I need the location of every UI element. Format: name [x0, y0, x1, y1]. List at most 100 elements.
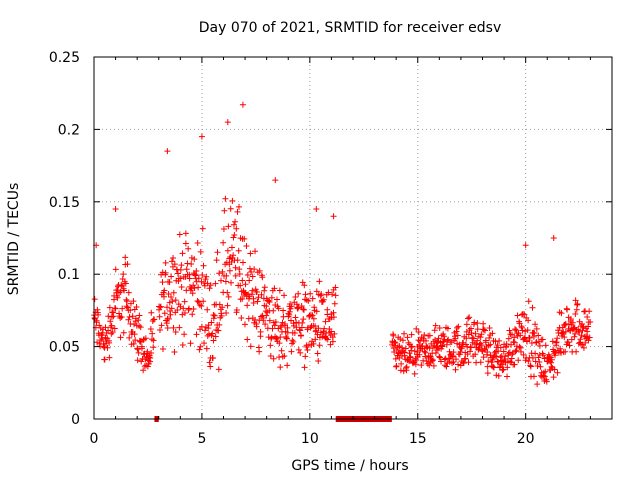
data-point	[212, 280, 219, 287]
data-point	[529, 304, 536, 311]
data-point	[170, 289, 177, 296]
data-point	[548, 363, 555, 370]
data-point	[185, 245, 192, 252]
data-point	[225, 223, 232, 230]
data-point	[408, 343, 415, 350]
data-point	[586, 334, 593, 341]
data-point	[111, 325, 118, 332]
data-point	[305, 297, 312, 304]
data-point	[150, 344, 157, 351]
data-point	[486, 324, 493, 331]
data-point	[106, 339, 113, 346]
data-point	[232, 272, 239, 279]
data-point	[324, 336, 331, 343]
data-point	[525, 298, 532, 305]
data-point	[144, 363, 151, 370]
data-point	[148, 309, 155, 316]
data-point	[392, 340, 399, 347]
data-point	[300, 306, 307, 313]
data-point	[525, 317, 532, 324]
data-point	[474, 320, 481, 327]
data-point	[125, 289, 132, 296]
data-point	[292, 293, 299, 300]
data-point	[256, 267, 263, 274]
data-point	[400, 348, 407, 355]
data-point	[204, 280, 211, 287]
data-point	[582, 339, 589, 346]
data-point	[423, 358, 430, 365]
data-point	[209, 330, 216, 337]
data-point	[315, 357, 322, 364]
data-point	[159, 279, 166, 286]
data-point	[179, 311, 186, 318]
data-point	[391, 338, 398, 345]
data-point	[519, 327, 526, 334]
data-point	[536, 359, 543, 366]
data-point	[449, 353, 456, 360]
data-point	[236, 203, 243, 210]
data-point	[585, 323, 592, 330]
data-point	[193, 267, 200, 274]
data-point	[209, 355, 216, 362]
data-point	[130, 340, 137, 347]
data-point	[568, 336, 575, 343]
y-tick-label: 0.1	[58, 267, 80, 283]
data-point	[512, 326, 519, 333]
data-point	[282, 321, 289, 328]
data-point	[198, 303, 205, 310]
data-point	[140, 367, 147, 374]
data-point	[131, 331, 138, 338]
data-point	[283, 335, 290, 342]
data-point	[230, 221, 237, 228]
data-point	[246, 277, 253, 284]
data-point	[484, 348, 491, 355]
data-point	[91, 296, 98, 303]
data-point	[131, 321, 138, 328]
data-point	[118, 281, 125, 288]
data-point	[134, 357, 141, 364]
data-point	[580, 344, 587, 351]
data-point	[162, 259, 169, 266]
data-point	[496, 337, 503, 344]
data-point	[573, 348, 580, 355]
data-point	[241, 321, 248, 328]
data-point	[241, 289, 248, 296]
data-point	[284, 362, 291, 369]
data-point	[529, 354, 536, 361]
data-point	[422, 337, 429, 344]
data-point	[402, 345, 409, 352]
data-point	[570, 325, 577, 332]
data-point	[565, 339, 572, 346]
data-point	[474, 326, 481, 333]
data-point	[401, 330, 408, 337]
data-point	[247, 343, 254, 350]
data-point	[406, 358, 413, 365]
data-point	[534, 363, 541, 370]
data-point	[232, 264, 239, 271]
data-point	[324, 306, 331, 313]
data-point	[587, 318, 594, 325]
data-point	[160, 293, 167, 300]
data-point	[135, 349, 142, 356]
data-point	[258, 291, 265, 298]
data-point	[398, 360, 405, 367]
chart-title: Day 070 of 2021, SRMTID for receiver eds…	[199, 20, 502, 36]
data-point	[181, 331, 188, 338]
data-point	[225, 293, 232, 300]
data-point	[561, 334, 568, 341]
data-point	[216, 270, 223, 277]
data-point	[279, 353, 286, 360]
data-point	[195, 284, 202, 291]
data-point	[116, 310, 123, 317]
x-tick-label: 0	[90, 431, 99, 447]
data-point	[437, 339, 444, 346]
data-point	[314, 350, 321, 357]
data-point	[224, 119, 231, 126]
data-point	[189, 290, 196, 297]
y-tick-label: 0.25	[49, 50, 80, 66]
data-point	[239, 101, 246, 108]
grid-lines	[94, 57, 612, 419]
data-point	[201, 340, 208, 347]
data-point	[467, 325, 474, 332]
data-point	[119, 305, 126, 312]
